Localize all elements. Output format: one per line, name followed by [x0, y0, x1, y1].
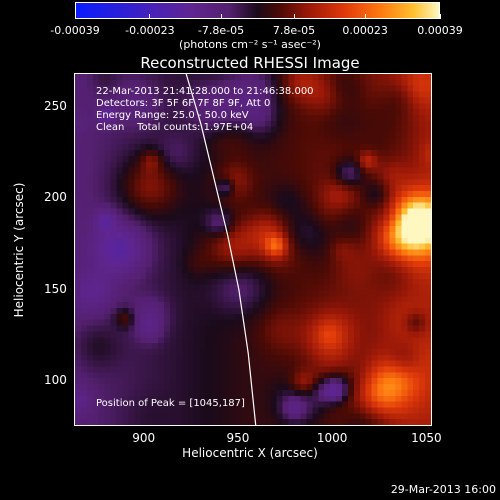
plot-area: 22-Mar-2013 21:41:28.000 to 21:46:38.000…	[74, 73, 432, 426]
solar-limb-curve	[185, 74, 257, 425]
heatmap-image	[75, 74, 431, 425]
x-axis-label: Heliocentric X (arcsec)	[182, 446, 318, 460]
colorbar-tick-mark	[74, 14, 76, 19]
y-tick-label: 250	[44, 98, 67, 113]
colorbar-tick-label: 0.00023	[342, 24, 388, 37]
colorbar-tick-label: 0.00039	[417, 24, 463, 37]
time-range-label: 22-Mar-2013 21:41:28.000 to 21:46:38.000	[96, 86, 314, 97]
colorbar-tick-label: -0.00023	[125, 24, 175, 37]
overlay-svg	[185, 74, 257, 425]
y-tick-label: 100	[44, 373, 67, 388]
peak-position-label: Position of Peak = [1045,187]	[96, 398, 245, 409]
colorbar-tick-label: -0.00039	[50, 24, 100, 37]
y-tick-label: 150	[44, 281, 67, 296]
x-tick-label: 950	[226, 431, 250, 445]
x-tick-label: 900	[132, 431, 156, 445]
colorbar-tick-label: 7.8e-05	[272, 24, 316, 37]
colorbar-tick-mark	[364, 14, 366, 19]
timestamp-footer: 29-Mar-2013 16:00	[390, 483, 496, 496]
clean-counts-label: Clean Total counts: 1.97E+04	[96, 122, 254, 133]
x-tick-label: 1000	[316, 431, 348, 445]
colorbar-tick-mark	[220, 14, 222, 19]
energy-range-label: Energy Range: 25.0 - 50.0 keV	[96, 110, 249, 121]
y-axis-label: Heliocentric Y (arcsec)	[12, 182, 26, 318]
colorbar-units: (photons cm⁻² s⁻¹ asec⁻²)	[179, 38, 321, 51]
y-tick-label: 200	[44, 190, 67, 205]
colorbar-tick-mark	[439, 14, 441, 19]
colorbar	[75, 2, 440, 19]
colorbar-tick-mark	[293, 14, 295, 19]
detectors-label: Detectors: 3F 5F 6F 7F 8F 9F, Att 0	[96, 98, 271, 109]
chart-title: Reconstructed RHESSI Image	[140, 54, 360, 72]
x-tick-label: 1050	[411, 431, 442, 445]
colorbar-tick-label: -7.8e-05	[197, 24, 245, 37]
colorbar-tick-mark	[149, 14, 151, 19]
